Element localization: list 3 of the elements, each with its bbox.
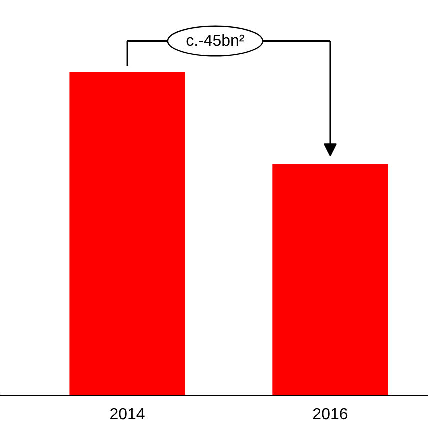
text: c.-45bn² [186, 32, 246, 50]
x-tick-label: 2016 [312, 406, 348, 424]
x-tick-label: 2014 [110, 406, 146, 424]
